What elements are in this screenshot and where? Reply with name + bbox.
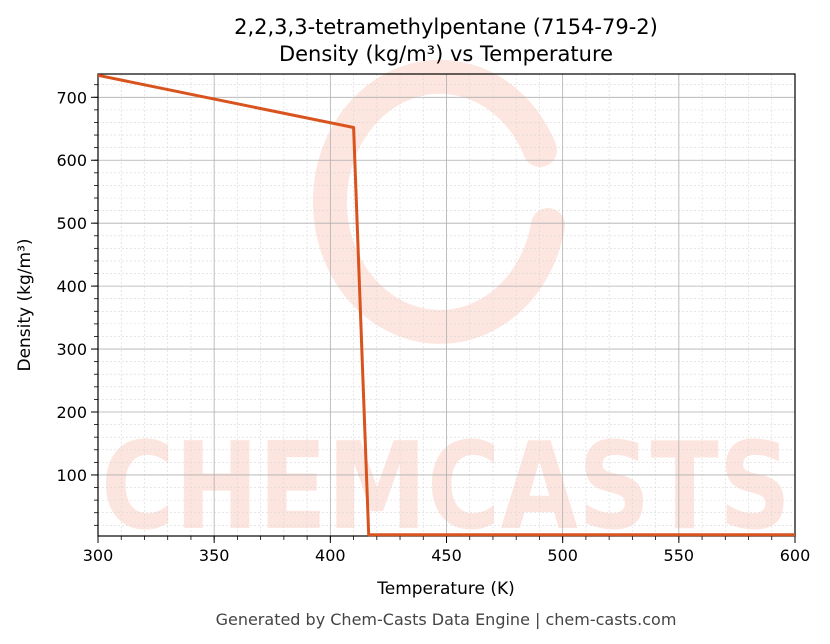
x-tick-label: 450 xyxy=(431,546,462,565)
y-tick-label: 400 xyxy=(56,277,87,296)
watermark: CHEMCASTS xyxy=(101,59,791,557)
y-tick-label: 200 xyxy=(56,403,87,422)
watermark-logo-ring xyxy=(312,59,565,344)
y-axis: 100 200 300 400 500 600 700 xyxy=(56,84,98,526)
chart-subtitle: Density (kg/m³) vs Temperature xyxy=(279,42,613,66)
x-tick-label: 400 xyxy=(315,546,346,565)
y-tick-label: 700 xyxy=(56,88,87,107)
chart-title: 2,2,3,3-tetramethylpentane (7154-79-2) xyxy=(234,15,658,39)
x-tick-label: 550 xyxy=(664,546,695,565)
density-series-line xyxy=(97,73,795,537)
x-axis: 300 350 400 450 500 550 600 xyxy=(83,536,811,565)
x-tick-label: 600 xyxy=(780,546,811,565)
x-axis-label: Temperature (K) xyxy=(376,579,515,599)
y-tick-label: 600 xyxy=(56,151,87,170)
y-tick-label: 500 xyxy=(56,214,87,233)
x-tick-label: 300 xyxy=(83,546,114,565)
y-axis-label: Density (kg/m³) xyxy=(15,238,35,371)
series-layer xyxy=(97,73,795,537)
x-tick-label: 350 xyxy=(199,546,230,565)
y-tick-label: 100 xyxy=(56,466,87,485)
y-tick-label: 300 xyxy=(56,340,87,359)
x-tick-label: 500 xyxy=(547,546,578,565)
footer-credit: Generated by Chem-Casts Data Engine | ch… xyxy=(216,610,677,629)
